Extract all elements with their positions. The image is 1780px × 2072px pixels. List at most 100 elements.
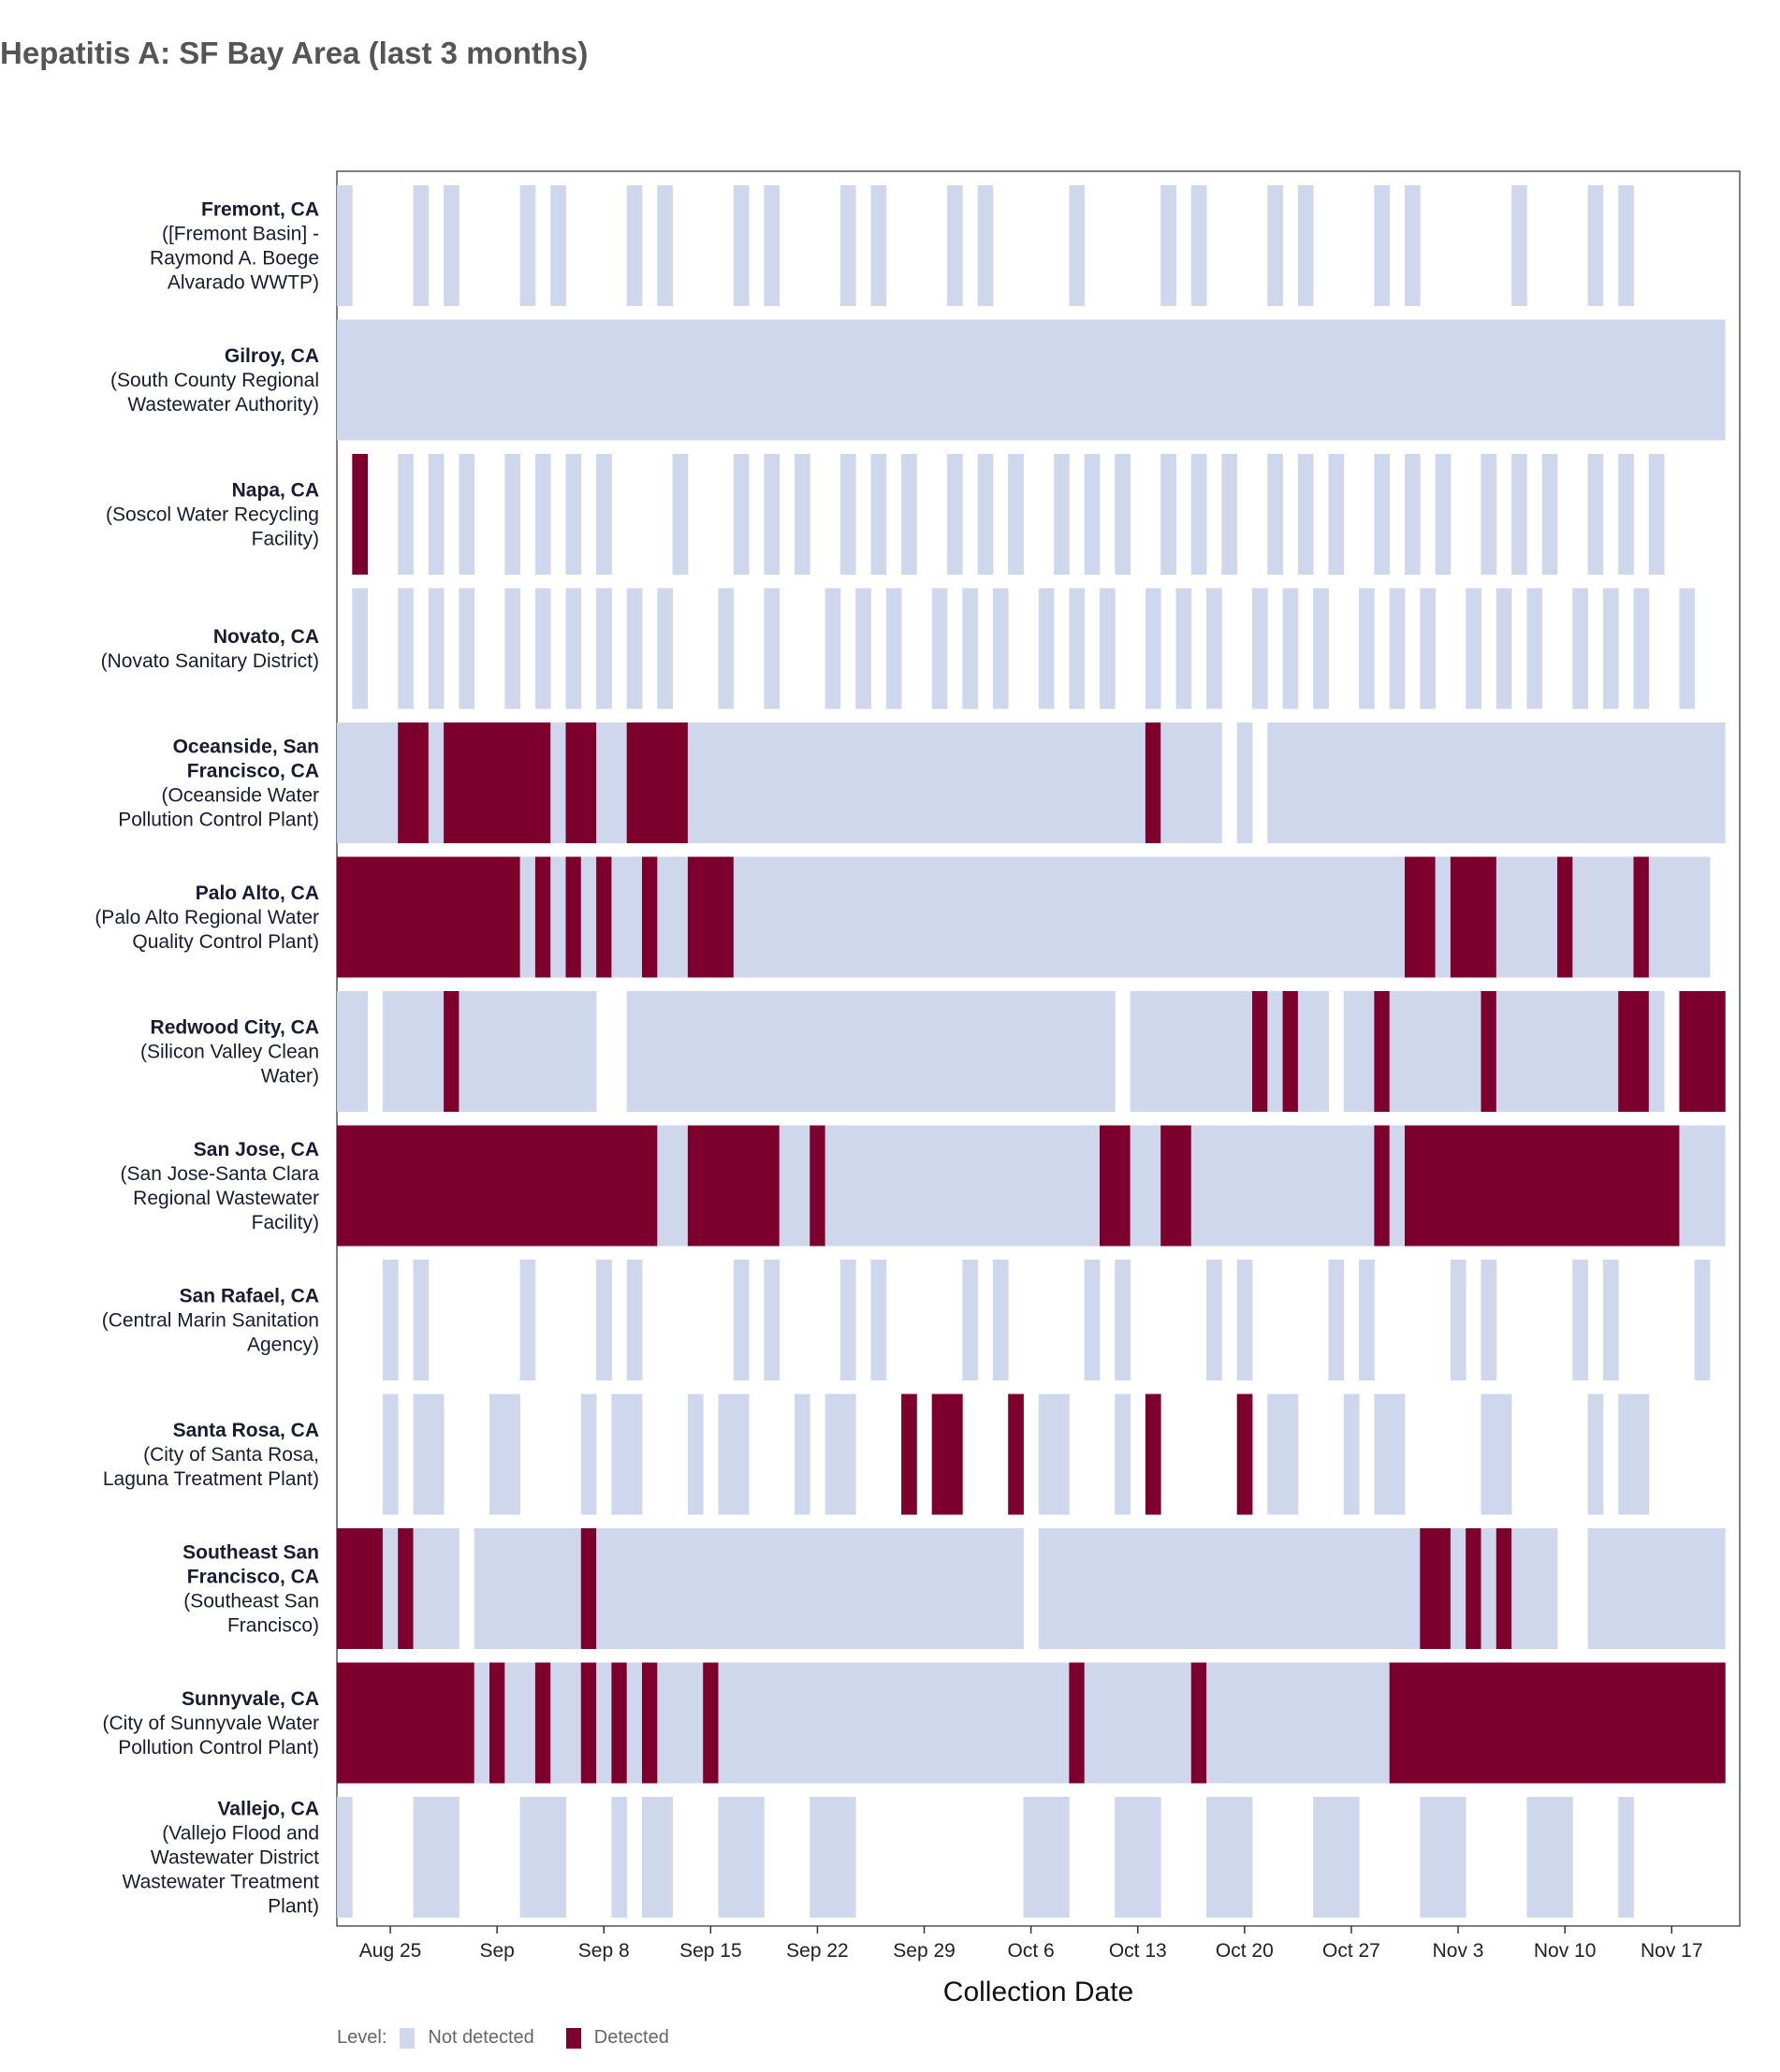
cell-not-detected — [1541, 856, 1558, 978]
row-label-facility: (Central Marin Sanitation — [102, 1310, 319, 1332]
cell-detected — [1557, 1125, 1573, 1247]
cell-not-detected — [428, 722, 445, 843]
cell-not-detected — [1572, 856, 1588, 978]
cell-not-detected — [870, 1125, 887, 1247]
cell-not-detected — [1054, 1797, 1070, 1918]
cell-not-detected — [855, 991, 871, 1112]
cell-not-detected — [1282, 588, 1299, 709]
cell-not-detected — [992, 722, 1009, 843]
cell-detected — [1541, 1662, 1558, 1784]
cell-not-detected — [1038, 722, 1055, 843]
cell-not-detected — [1694, 1528, 1711, 1649]
cell-not-detected — [962, 991, 978, 1112]
row-label-facility: Facility) — [252, 529, 319, 550]
cell-not-detected — [795, 991, 810, 1112]
cell-not-detected — [901, 1528, 917, 1649]
cell-not-detected — [810, 722, 825, 843]
cell-not-detected — [1389, 1528, 1406, 1649]
row-label-site: Southeast San — [182, 1542, 319, 1564]
cell-detected — [1145, 1393, 1161, 1515]
cell-detected — [901, 1393, 917, 1515]
cell-not-detected — [428, 1393, 445, 1515]
cell-not-detected — [1252, 1125, 1268, 1247]
cell-detected — [367, 1528, 384, 1649]
cell-not-detected — [1313, 856, 1329, 978]
cell-not-detected — [1160, 454, 1176, 575]
legend: Level: Not detected Detected — [337, 2027, 669, 2049]
cell-not-detected — [1694, 856, 1711, 978]
cell-detected — [1435, 1125, 1452, 1247]
cell-not-detected — [1359, 1528, 1375, 1649]
cell-not-detected — [1084, 454, 1101, 575]
cell-not-detected — [1359, 588, 1375, 709]
cell-not-detected — [382, 1260, 399, 1380]
cell-not-detected — [1221, 454, 1238, 575]
cell-not-detected — [839, 722, 856, 843]
cell-not-detected — [1130, 722, 1146, 843]
cell-detected — [657, 722, 673, 843]
cell-not-detected — [855, 319, 871, 441]
cell-not-detected — [1084, 1528, 1101, 1649]
cell-not-detected — [1405, 319, 1421, 441]
cell-not-detected — [337, 1797, 353, 1918]
cell-not-detected — [534, 588, 551, 709]
cell-not-detected — [1008, 856, 1024, 978]
cell-not-detected — [1450, 1797, 1466, 1918]
cell-detected — [398, 1125, 414, 1247]
cell-not-detected — [1130, 319, 1146, 441]
cell-not-detected — [1618, 722, 1634, 843]
cell-detected — [1633, 1662, 1650, 1784]
cell-not-detected — [1694, 1125, 1711, 1247]
cell-not-detected — [626, 991, 643, 1112]
cell-not-detected — [1374, 722, 1391, 843]
cell-not-detected — [1130, 1662, 1146, 1784]
cell-not-detected — [398, 588, 414, 709]
cell-not-detected — [824, 319, 841, 441]
cell-detected — [718, 1125, 735, 1247]
cell-not-detected — [839, 185, 856, 306]
cell-not-detected — [672, 1662, 689, 1784]
cell-detected — [459, 856, 475, 978]
cell-not-detected — [382, 722, 399, 843]
cell-detected — [1481, 991, 1497, 1112]
cell-detected — [1405, 1125, 1421, 1247]
cell-not-detected — [1618, 1393, 1634, 1515]
cell-not-detected — [1297, 1528, 1314, 1649]
cell-not-detected — [1190, 991, 1207, 1112]
cell-not-detected — [352, 991, 368, 1112]
cell-not-detected — [1190, 1528, 1207, 1649]
cell-detected — [1466, 1125, 1481, 1247]
cell-not-detected — [901, 1662, 917, 1784]
x-axis-title: Collection Date — [943, 1977, 1133, 2007]
cell-detected — [413, 722, 430, 843]
cell-not-detected — [733, 722, 750, 843]
cell-not-detected — [1602, 1260, 1619, 1380]
cell-not-detected — [1511, 185, 1527, 306]
cell-not-detected — [977, 454, 994, 575]
cell-not-detected — [1359, 319, 1375, 441]
cell-not-detected — [1221, 1662, 1238, 1784]
cell-not-detected — [1541, 319, 1558, 441]
cell-not-detected — [1328, 722, 1345, 843]
cell-not-detected — [1541, 722, 1558, 843]
cell-not-detected — [657, 991, 673, 1112]
cell-not-detected — [1328, 1528, 1345, 1649]
cell-not-detected — [718, 319, 735, 441]
cell-not-detected — [1038, 991, 1055, 1112]
cell-not-detected — [611, 856, 628, 978]
cell-detected — [580, 722, 597, 843]
x-tick-label: Sep — [479, 1940, 514, 1962]
cell-detected — [1481, 1125, 1497, 1247]
cell-not-detected — [947, 1125, 963, 1247]
cell-detected — [1100, 1125, 1116, 1247]
cell-not-detected — [596, 1260, 612, 1380]
cell-not-detected — [550, 1662, 566, 1784]
cell-detected — [703, 1662, 719, 1784]
cell-detected — [1602, 1662, 1619, 1784]
cell-not-detected — [428, 991, 445, 1112]
cell-detected — [810, 1125, 825, 1247]
cell-not-detected — [1420, 319, 1436, 441]
cell-not-detected — [519, 991, 536, 1112]
cell-not-detected — [992, 1125, 1009, 1247]
cell-not-detected — [550, 991, 566, 1112]
